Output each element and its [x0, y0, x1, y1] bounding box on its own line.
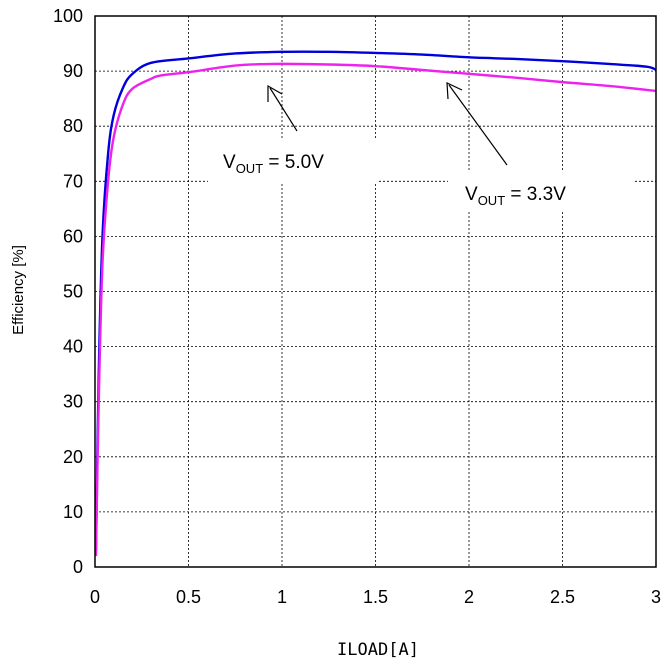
y-tick-labels: 0 10 20 30 40 50 60 70 80 90 100	[53, 6, 83, 577]
annotation-bg-3v3	[448, 172, 633, 212]
x-tick-label: 2.5	[550, 587, 575, 607]
y-tick-label: 50	[63, 282, 83, 302]
y-tick-label: 30	[63, 392, 83, 412]
y-tick-label: 100	[53, 6, 83, 26]
annotation-bg-5v	[208, 140, 378, 182]
y-tick-label: 0	[73, 557, 83, 577]
y-axis-title: Efficiency [%]	[10, 245, 27, 335]
grid	[95, 16, 656, 567]
annotation-vout-3v3: VOUT = 3.3V	[465, 184, 566, 208]
x-tick-label: 1	[277, 587, 287, 607]
x-tick-label: 0.5	[176, 587, 201, 607]
x-tick-label: 3	[651, 587, 661, 607]
x-axis-title: ILOAD[A]	[337, 640, 419, 660]
arrow-3v3-head	[446, 82, 463, 100]
arrow-5v-line	[269, 87, 298, 132]
x-tick-label: 2	[464, 587, 474, 607]
x-tick-label: 0	[90, 587, 100, 607]
y-tick-label: 70	[63, 171, 83, 191]
y-tick-label: 40	[63, 337, 83, 357]
series-line-vout-5v	[94, 50, 657, 551]
annotations: VOUT = 5.0V VOUT = 3.3V	[208, 82, 633, 212]
x-tick-labels: 0 0.5 1 1.5 2 2.5 3	[90, 587, 661, 607]
series-line-vout-3v3	[94, 62, 657, 557]
y-tick-label: 80	[63, 116, 83, 136]
plot-frame	[94, 15, 657, 568]
x-tick-label: 1.5	[363, 587, 388, 607]
annotation-vout-5v: VOUT = 5.0V	[223, 152, 324, 176]
arrow-5v-head	[267, 84, 283, 102]
y-tick-label: 10	[63, 502, 83, 522]
y-tick-label: 90	[63, 61, 83, 81]
y-tick-label: 60	[63, 226, 83, 246]
arrow-3v3-line	[448, 84, 508, 166]
y-tick-label: 20	[63, 447, 83, 467]
series-group	[94, 50, 657, 557]
